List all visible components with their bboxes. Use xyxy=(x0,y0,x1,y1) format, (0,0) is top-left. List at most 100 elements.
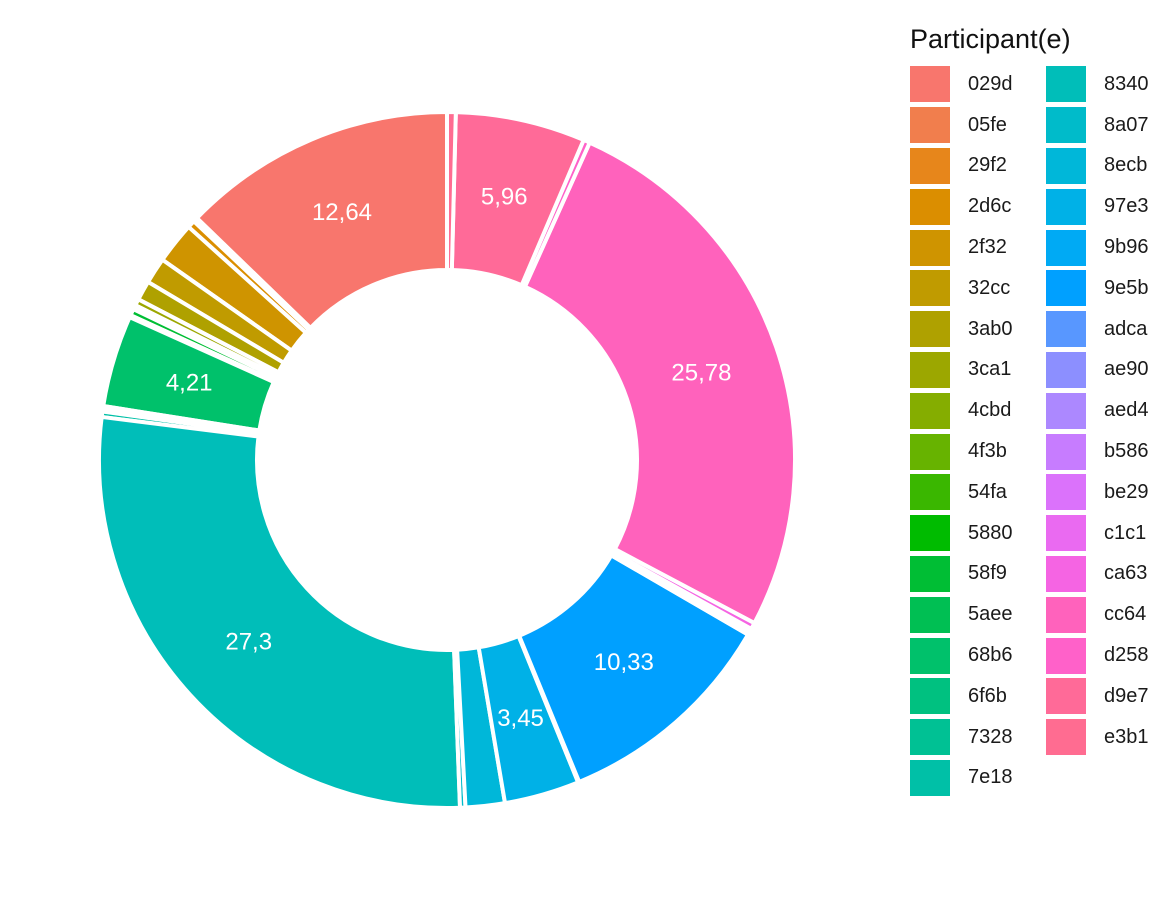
legend-label: 05fe xyxy=(968,113,1007,136)
legend-label: be29 xyxy=(1104,480,1149,503)
legend-swatch xyxy=(910,351,950,388)
legend-column: 8340 8a07 8ecb 97e3 9b96 9e5b adca ae90 aed4 b586… xyxy=(1046,64,1152,798)
legend-label: 029d xyxy=(968,72,1013,95)
legend-swatch xyxy=(1046,270,1086,307)
legend-label: adca xyxy=(1104,317,1148,340)
legend-item-9e5b: 9e5b xyxy=(1046,268,1152,309)
legend-swatch xyxy=(910,555,950,592)
legend-item-8340: 8340 xyxy=(1046,64,1152,105)
legend-item-4f3b: 4f3b xyxy=(910,431,1024,472)
legend-swatch xyxy=(1046,596,1086,633)
slice-e3b1 xyxy=(445,110,458,273)
legend-swatch xyxy=(910,759,950,796)
legend-label: 8a07 xyxy=(1104,113,1149,136)
legend-swatch xyxy=(910,637,950,674)
legend-item-2d6c: 2d6c xyxy=(910,186,1024,227)
legend-swatch xyxy=(910,270,950,307)
legend-item-05fe: 05fe xyxy=(910,105,1024,146)
legend-label: d9e7 xyxy=(1104,684,1149,707)
legend-label: ae90 xyxy=(1104,358,1149,381)
legend-item-adca: adca xyxy=(1046,309,1152,350)
legend-swatch xyxy=(1046,433,1086,470)
legend-swatch xyxy=(910,515,950,552)
legend-label: 68b6 xyxy=(968,644,1013,667)
legend-item-68b6: 68b6 xyxy=(910,635,1024,676)
slice-label-029d: 12,64 xyxy=(312,199,372,226)
legend-label: 8ecb xyxy=(1104,154,1148,177)
legend-label: 9e5b xyxy=(1104,276,1149,299)
legend-item-29f2: 29f2 xyxy=(910,146,1024,187)
legend-swatch xyxy=(1046,229,1086,266)
legend-swatch xyxy=(1046,351,1086,388)
legend-item-97e3: 97e3 xyxy=(1046,186,1152,227)
legend-swatch xyxy=(910,678,950,715)
legend-label: e3b1 xyxy=(1104,725,1149,748)
legend-item-ca63: ca63 xyxy=(1046,554,1152,595)
slice-label-9e5b: 10,33 xyxy=(594,649,654,676)
legend-item-9b96: 9b96 xyxy=(1046,227,1152,268)
legend-label: cc64 xyxy=(1104,603,1147,626)
legend-item-d9e7: d9e7 xyxy=(1046,676,1152,717)
legend-label: 4cbd xyxy=(968,399,1012,422)
legend-label: aed4 xyxy=(1104,399,1149,422)
legend-swatch xyxy=(910,719,950,756)
legend-label: 29f2 xyxy=(968,154,1007,177)
legend-label: c1c1 xyxy=(1104,521,1147,544)
legend-item-029d: 029d xyxy=(910,64,1024,105)
legend-item-ae90: ae90 xyxy=(1046,350,1152,391)
legend-item-8ecb: 8ecb xyxy=(1046,146,1152,187)
legend-swatch xyxy=(910,107,950,144)
legend-label: 5aee xyxy=(968,603,1013,626)
legend-item-54fa: 54fa xyxy=(910,472,1024,513)
legend-item-8a07: 8a07 xyxy=(1046,105,1152,146)
legend-label: b586 xyxy=(1104,440,1149,463)
legend-item-5880: 5880 xyxy=(910,513,1024,554)
legend-swatch xyxy=(1046,678,1086,715)
legend-label: 97e3 xyxy=(1104,195,1149,218)
legend-item-5aee: 5aee xyxy=(910,594,1024,635)
legend-label: 3ab0 xyxy=(968,317,1013,340)
slice-label-97e3: 3,45 xyxy=(497,705,544,732)
legend-label: 8340 xyxy=(1104,72,1149,95)
legend-item-e3b1: e3b1 xyxy=(1046,717,1152,758)
legend-swatch xyxy=(1046,188,1086,225)
slice-label-d9e7: 5,96 xyxy=(481,184,528,211)
legend-label: 54fa xyxy=(968,480,1007,503)
slice-label-8340: 27,3 xyxy=(225,628,272,655)
legend-swatch xyxy=(1046,474,1086,511)
legend-label: 2f32 xyxy=(968,236,1007,259)
legend-item-be29: be29 xyxy=(1046,472,1152,513)
legend-swatch xyxy=(910,66,950,103)
legend-swatch xyxy=(1046,66,1086,103)
legend-swatch xyxy=(1046,555,1086,592)
donut-slice-labels: 12,64 4,21 27,3 3,45 10,33 25,78 5,96 xyxy=(166,184,732,733)
legend-swatch xyxy=(910,311,950,348)
legend-swatch xyxy=(910,147,950,184)
legend-column: 029d 05fe 29f2 2d6c 2f32 32cc 3ab0 3ca1 4cbd 4f3b… xyxy=(910,64,1024,798)
legend-swatch xyxy=(1046,311,1086,348)
legend-columns: 029d 05fe 29f2 2d6c 2f32 32cc 3ab0 3ca1 4cbd 4f3b… xyxy=(910,64,1152,798)
legend-label: d258 xyxy=(1104,644,1149,667)
legend-swatch xyxy=(1046,107,1086,144)
legend-item-aed4: aed4 xyxy=(1046,390,1152,431)
legend-item-7e18: 7e18 xyxy=(910,758,1024,799)
legend-label: 4f3b xyxy=(968,440,1007,463)
legend-item-b586: b586 xyxy=(1046,431,1152,472)
legend-item-d258: d258 xyxy=(1046,635,1152,676)
slice-label-68b6: 4,21 xyxy=(166,370,213,397)
legend-label: 5880 xyxy=(968,521,1013,544)
legend-item-2f32: 2f32 xyxy=(910,227,1024,268)
legend-item-3ab0: 3ab0 xyxy=(910,309,1024,350)
legend-label: 58f9 xyxy=(968,562,1007,585)
slice-8340 xyxy=(97,414,463,810)
legend-swatch xyxy=(910,392,950,429)
legend: Participant(e) 029d 05fe 29f2 2d6c 2f32 32cc 3… xyxy=(910,24,1152,798)
legend-label: 7328 xyxy=(968,725,1013,748)
legend-swatch xyxy=(1046,719,1086,756)
legend-label: 7e18 xyxy=(968,766,1013,789)
legend-item-3ca1: 3ca1 xyxy=(910,350,1024,391)
legend-title: Participant(e) xyxy=(910,24,1071,54)
slice-label-cc64: 25,78 xyxy=(671,359,731,386)
legend-label: 2d6c xyxy=(968,195,1012,218)
